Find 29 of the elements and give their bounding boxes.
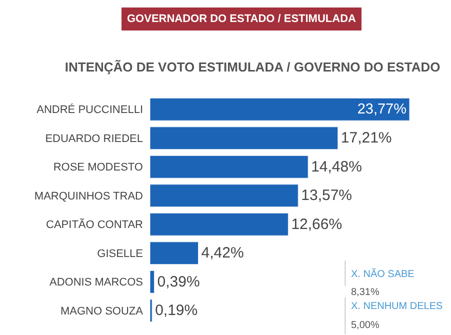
data-label: 23,77% — [357, 102, 407, 118]
bar — [150, 270, 155, 294]
chart-title: INTENÇÃO DE VOTO ESTIMULADA / GOVERNO DO ESTADO — [64, 60, 440, 75]
y-tick-label: ANDRÉ PUCCINELLI — [36, 103, 143, 116]
annotation: X. NENHUM DELES — [351, 301, 444, 312]
annotation: 5,00% — [351, 320, 380, 331]
bar — [150, 126, 338, 150]
y-tick-label: CAPITÃO CONTAR — [46, 218, 144, 232]
bar — [150, 155, 308, 178]
bar — [150, 212, 288, 236]
y-tick-label: MARQUINHOS TRAD — [34, 190, 144, 202]
data-label: 14,48% — [311, 158, 362, 176]
y-tick-label: EDUARDO RIEDEL — [45, 132, 143, 145]
y-tick-label: GISELLE — [97, 248, 143, 260]
y-tick-label: MAGNO SOUZA — [60, 305, 144, 318]
chart-subtitle: GOVERNADOR DO ESTADO / ESTIMULADA — [127, 13, 356, 25]
data-label: 0,19% — [155, 302, 198, 320]
data-label: 17,21% — [340, 130, 392, 147]
y-tick-label: ADONIS MARCOS — [49, 276, 143, 289]
annotation: 8,31% — [351, 287, 380, 298]
annotation: X. NÃO SABE — [351, 268, 415, 280]
data-label: 13,57% — [301, 187, 352, 204]
bar — [150, 242, 198, 265]
y-tick-label: ROSE MODESTO — [53, 162, 144, 174]
bar — [150, 98, 410, 121]
bar — [150, 184, 298, 208]
data-label: 12,66% — [291, 216, 342, 233]
data-label: 0,39% — [157, 273, 200, 290]
data-label: 4,42% — [201, 244, 244, 262]
